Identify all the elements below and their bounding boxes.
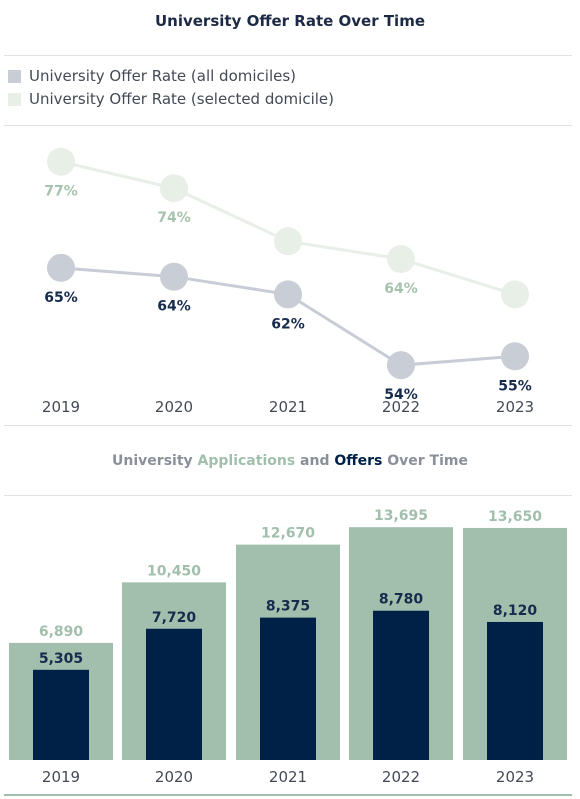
offer-rate-line-chart: 77% 74% 64% 65% 64% 62% 54% 55% 2019 2020 2021 2022…	[42, 147, 534, 416]
marker-selected-domicile-2020	[160, 174, 188, 203]
data-label-applications-2019: 6,890	[39, 624, 84, 640]
marker-all-domiciles-2023	[501, 342, 529, 371]
legend-item-all-domiciles[interactable]: University Offer Rate (all domiciles)	[8, 66, 296, 86]
x-tick-label-2021: 2021	[269, 768, 307, 786]
data-label-selected-domicile-2020: 74%	[157, 210, 191, 226]
section-divider	[4, 425, 572, 426]
legend-label-all-domiciles: University Offer Rate (all domiciles)	[29, 67, 297, 85]
data-label-offers-2022: 8,780	[379, 592, 424, 608]
x-tick-label-2019: 2019	[42, 768, 80, 786]
x-tick-label-2022: 2022	[382, 398, 420, 416]
title-part-over-time: Over Time	[382, 453, 468, 469]
bar-offers-2022	[373, 610, 429, 760]
marker-selected-domicile-2022	[387, 245, 415, 273]
bar-offers-2023	[487, 621, 543, 760]
legend-label-selected-domicile: University Offer Rate (selected domicile…	[29, 90, 334, 108]
data-label-offers-2019: 5,305	[39, 651, 83, 667]
x-tick-label-2023: 2023	[496, 398, 534, 416]
marker-all-domiciles-2021	[274, 280, 302, 309]
marker-all-domiciles-2020	[160, 262, 188, 291]
x-tick-label-2023: 2023	[496, 768, 534, 786]
x-tick-label-2021: 2021	[269, 398, 307, 416]
legend-divider	[4, 125, 572, 126]
offer-rate-title: University Offer Rate Over Time	[154, 12, 426, 30]
bar-offers-2020	[146, 628, 202, 760]
data-label-offers-2023: 8,120	[493, 603, 538, 619]
title-divider	[4, 55, 572, 56]
data-label-applications-2023: 13,650	[488, 509, 542, 525]
legend-swatch-selected-domicile	[8, 92, 21, 106]
x-tick-label-2022: 2022	[382, 768, 420, 786]
data-label-applications-2021: 12,670	[261, 526, 315, 542]
x-tick-label-2019: 2019	[42, 398, 80, 416]
applications-offers-title: University Applications and Offers Over …	[0, 453, 580, 469]
data-label-offers-2020: 7,720	[152, 610, 197, 626]
data-label-selected-domicile-2022: 64%	[384, 281, 418, 297]
data-label-all-domiciles-2019: 65%	[44, 290, 78, 306]
title-part-and: and	[295, 453, 335, 469]
title-part-1: University	[112, 453, 198, 469]
legend-swatch-all-domiciles	[8, 69, 21, 83]
data-label-all-domiciles-2023: 55%	[498, 378, 532, 394]
marker-selected-domicile-2023	[501, 280, 529, 309]
marker-all-domiciles-2019	[47, 253, 75, 282]
x-tick-label-2020: 2020	[155, 398, 193, 416]
bar-title-divider	[4, 495, 572, 496]
bar-offers-2021	[260, 617, 316, 760]
marker-selected-domicile-2019	[47, 147, 75, 176]
marker-selected-domicile-2021	[274, 227, 302, 256]
title-part-offers: Offers	[334, 453, 383, 469]
bar-offers-2019	[33, 669, 89, 760]
title-part-applications: Applications	[197, 453, 296, 469]
x-tick-label-2020: 2020	[155, 768, 193, 786]
applications-offers-bar-chart: 6,890 5,305 2019 10,450 7,720 2020 12,670 8,375…	[4, 508, 572, 796]
marker-all-domiciles-2022	[387, 351, 415, 380]
data-label-selected-domicile-2019: 77%	[44, 184, 78, 200]
data-label-all-domiciles-2022: 54%	[384, 387, 418, 403]
legend-item-selected-domicile[interactable]: University Offer Rate (selected domicile…	[8, 89, 334, 109]
data-label-all-domiciles-2021: 62%	[271, 316, 305, 332]
data-label-all-domiciles-2020: 64%	[157, 299, 191, 315]
data-label-offers-2021: 8,375	[266, 599, 310, 615]
data-label-applications-2020: 10,450	[147, 563, 201, 579]
data-label-applications-2022: 13,695	[374, 508, 428, 524]
